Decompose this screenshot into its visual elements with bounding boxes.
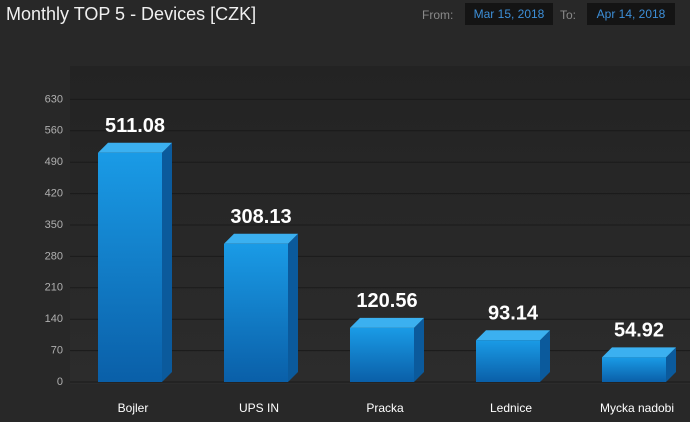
x-tick-label: Pracka (366, 401, 404, 415)
to-label: To: (560, 8, 577, 22)
y-tick-label: 140 (45, 313, 63, 325)
bar (350, 317, 424, 382)
x-tick-label: Mycka nadobi (600, 401, 674, 415)
y-tick-label: 490 (45, 156, 63, 168)
y-tick-label: 560 (45, 125, 63, 137)
from-label: From: (422, 8, 454, 22)
bar (224, 233, 298, 382)
from-date[interactable]: Mar 15, 2018 (465, 3, 553, 25)
bar (602, 347, 676, 382)
x-tick-label: Lednice (490, 401, 532, 415)
bar (476, 330, 550, 382)
to-date[interactable]: Apr 14, 2018 (587, 3, 675, 25)
value-label: 120.56 (356, 290, 417, 312)
x-tick-label: Bojler (118, 401, 149, 415)
y-tick-label: 70 (51, 345, 63, 357)
title: Monthly TOP 5 - Devices [CZK] (6, 4, 257, 24)
y-tick-label: 280 (45, 250, 63, 262)
x-tick-label: UPS IN (239, 401, 279, 415)
bar (98, 142, 172, 382)
y-tick-label: 350 (45, 219, 63, 231)
y-tick-label: 210 (45, 282, 63, 294)
value-label: 308.13 (230, 206, 291, 228)
y-tick-label: 630 (45, 93, 63, 105)
value-label: 54.92 (614, 320, 664, 342)
value-label: 93.14 (488, 303, 539, 325)
y-tick-label: 0 (57, 376, 63, 388)
y-tick-label: 420 (45, 188, 63, 200)
value-label: 511.08 (105, 115, 165, 137)
